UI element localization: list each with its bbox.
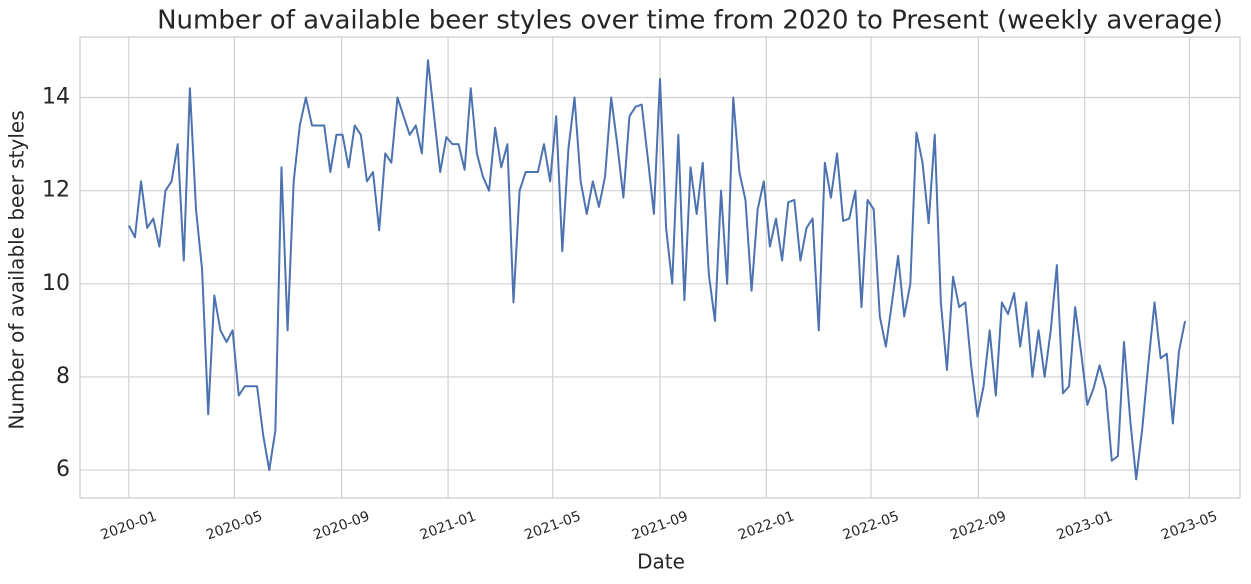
x-tick-label: 2020-09 (311, 508, 371, 543)
x-tick-label: 2021-09 (630, 508, 690, 543)
x-tick-label: 2021-01 (418, 508, 478, 543)
x-tick-label: 2023-05 (1159, 508, 1219, 543)
x-tick-label: 2022-01 (736, 508, 796, 543)
y-tick-label: 8 (56, 364, 70, 389)
plot-frame (79, 36, 1241, 499)
y-tick-label: 6 (56, 457, 70, 482)
y-tick-label: 14 (42, 85, 70, 110)
x-axis-label: Date (637, 550, 685, 574)
x-tick-label: 2020-05 (204, 508, 264, 543)
y-tick-label: 10 (42, 271, 70, 296)
data-line (127, 59, 1187, 481)
x-tick-label: 2022-09 (948, 508, 1008, 543)
x-tick-label: 2020-01 (99, 508, 159, 543)
x-tick-label: 2021-05 (523, 508, 583, 543)
chart-title: Number of available beer styles over tim… (157, 6, 1223, 36)
y-axis-label: Number of available beer styles (5, 110, 29, 429)
x-tick-label: 2022-05 (841, 508, 901, 543)
x-tick-label: 2023-01 (1055, 508, 1115, 543)
y-tick-label: 12 (42, 178, 70, 203)
